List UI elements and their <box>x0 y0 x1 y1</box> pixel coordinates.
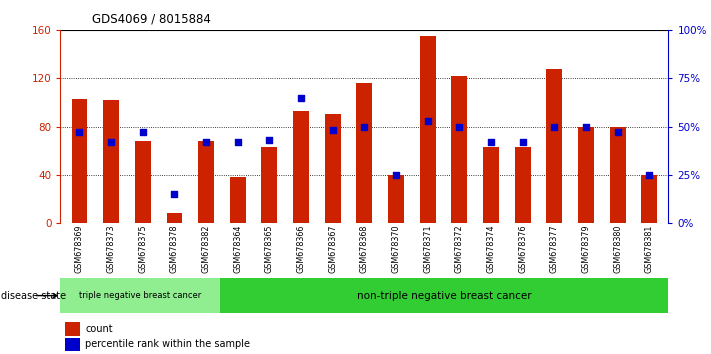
Text: GSM678375: GSM678375 <box>138 224 147 273</box>
Bar <box>65 338 80 351</box>
Text: GSM678370: GSM678370 <box>392 224 400 273</box>
Point <box>137 130 149 135</box>
Text: triple negative breast cancer: triple negative breast cancer <box>80 291 201 300</box>
Bar <box>230 177 246 223</box>
Point <box>549 124 560 129</box>
Bar <box>65 322 80 336</box>
Bar <box>388 175 404 223</box>
Bar <box>483 147 499 223</box>
Text: GSM678376: GSM678376 <box>518 224 527 273</box>
Bar <box>293 111 309 223</box>
Text: GSM678377: GSM678377 <box>550 224 559 273</box>
Bar <box>419 36 436 223</box>
Bar <box>610 126 626 223</box>
Point <box>201 139 212 145</box>
Point <box>643 172 655 178</box>
Point <box>612 130 624 135</box>
Text: percentile rank within the sample: percentile rank within the sample <box>85 339 250 349</box>
Point <box>232 139 243 145</box>
Text: disease state: disease state <box>1 291 65 301</box>
Bar <box>578 126 594 223</box>
Bar <box>60 278 220 313</box>
Bar <box>547 69 562 223</box>
Point <box>422 118 434 124</box>
Bar <box>515 147 530 223</box>
Point <box>264 137 275 143</box>
Text: GSM678369: GSM678369 <box>75 224 84 273</box>
Text: GDS4069 / 8015884: GDS4069 / 8015884 <box>92 12 211 25</box>
Bar <box>72 99 87 223</box>
Text: GSM678380: GSM678380 <box>613 224 622 273</box>
Bar <box>262 147 277 223</box>
Text: GSM678374: GSM678374 <box>486 224 496 273</box>
Text: non-triple negative breast cancer: non-triple negative breast cancer <box>357 291 532 301</box>
Bar <box>135 141 151 223</box>
Bar <box>641 175 657 223</box>
Point <box>390 172 402 178</box>
Point <box>358 124 370 129</box>
Point <box>580 124 592 129</box>
Text: GSM678365: GSM678365 <box>265 224 274 273</box>
Text: GSM678364: GSM678364 <box>233 224 242 273</box>
Point <box>169 191 180 197</box>
Text: GSM678373: GSM678373 <box>107 224 116 273</box>
Bar <box>451 76 467 223</box>
Bar <box>103 100 119 223</box>
Text: count: count <box>85 324 113 334</box>
Text: GSM678367: GSM678367 <box>328 224 337 273</box>
Point <box>295 95 306 101</box>
Text: GSM678372: GSM678372 <box>455 224 464 273</box>
Text: GSM678366: GSM678366 <box>296 224 306 273</box>
Text: GSM678382: GSM678382 <box>202 224 210 273</box>
Point <box>105 139 117 145</box>
Text: GSM678378: GSM678378 <box>170 224 179 273</box>
Text: GSM678371: GSM678371 <box>423 224 432 273</box>
Bar <box>166 213 182 223</box>
Point <box>454 124 465 129</box>
Bar <box>220 278 668 313</box>
Point <box>486 139 497 145</box>
Text: GSM678379: GSM678379 <box>582 224 591 273</box>
Text: GSM678368: GSM678368 <box>360 224 369 273</box>
Point <box>74 130 85 135</box>
Point <box>517 139 528 145</box>
Bar <box>356 83 373 223</box>
Text: GSM678381: GSM678381 <box>645 224 654 273</box>
Bar <box>325 114 341 223</box>
Point <box>327 127 338 133</box>
Bar <box>198 141 214 223</box>
